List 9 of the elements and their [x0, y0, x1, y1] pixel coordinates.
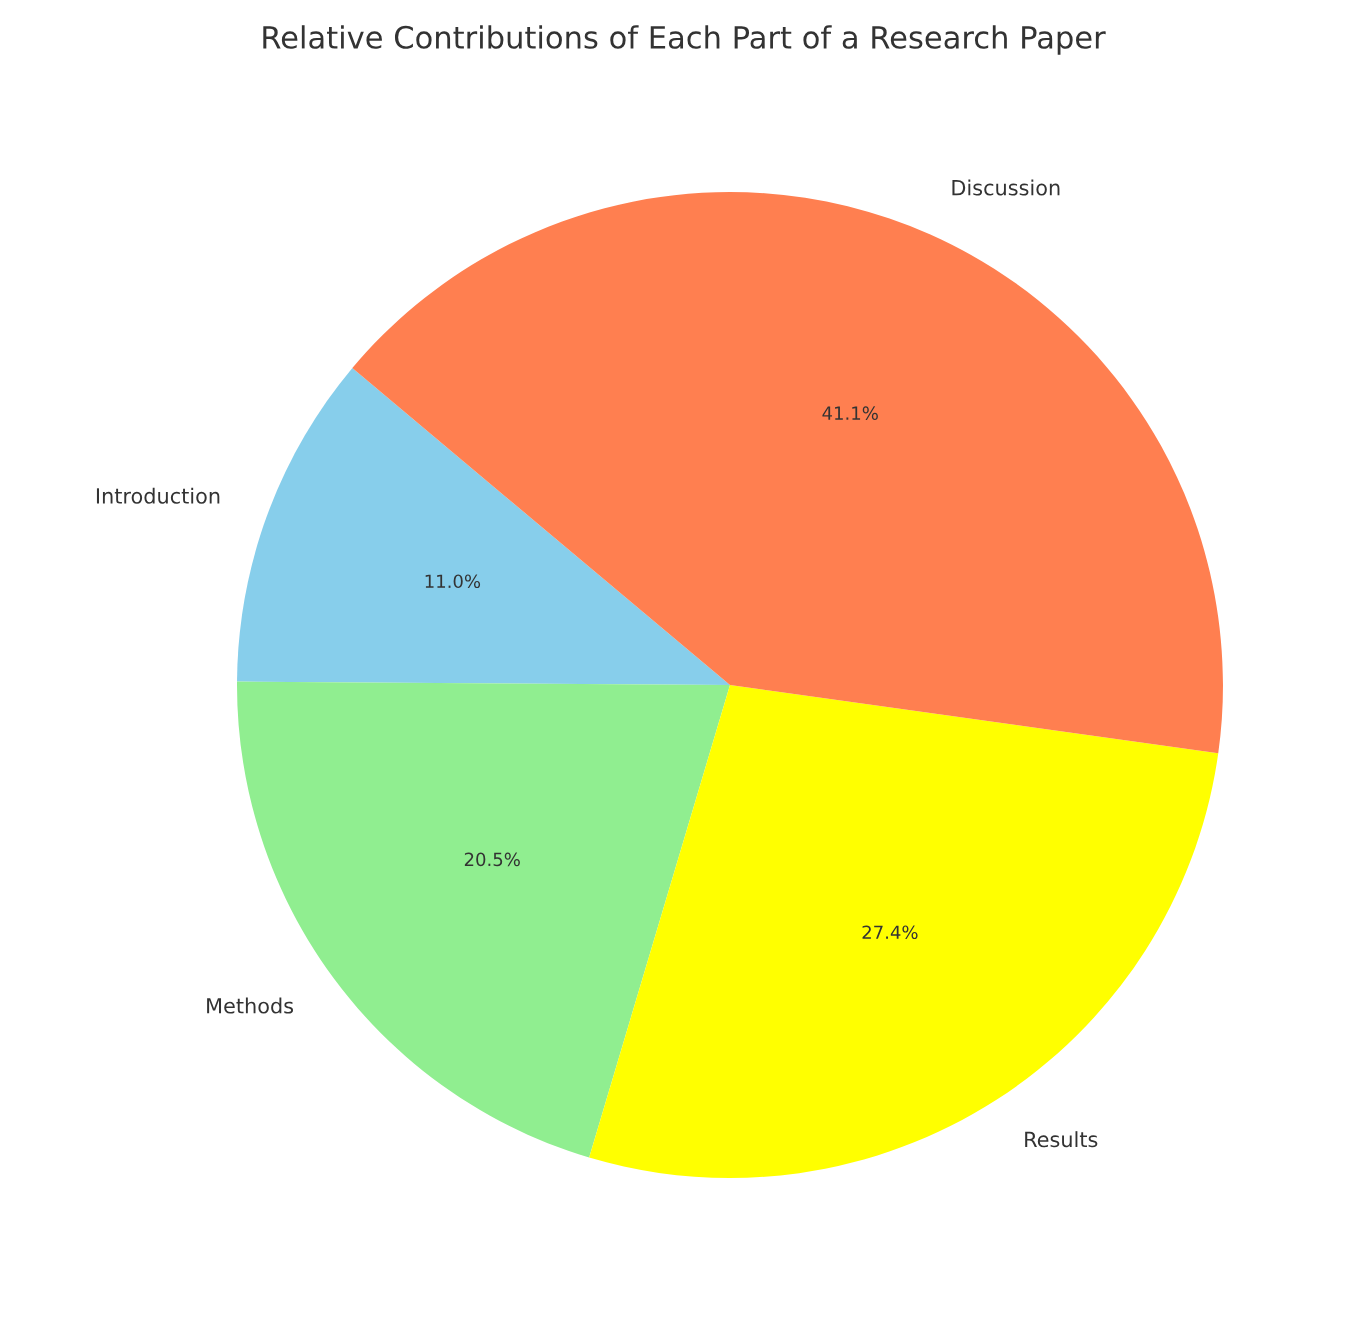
data-label: 20.5% [464, 852, 520, 867]
chart-title: Relative Contributions of Each Part of a Research Paper [263, 25, 1106, 55]
data-label: 11.0% [425, 574, 481, 589]
slice-label: Introduction [96, 487, 220, 504]
slice-label: Discussion [952, 179, 1060, 196]
slice-label: Results [1025, 1131, 1098, 1148]
data-label: 27.4% [862, 925, 918, 940]
data-label: 41.1% [822, 406, 878, 420]
slice-label: Methods [207, 997, 294, 1014]
